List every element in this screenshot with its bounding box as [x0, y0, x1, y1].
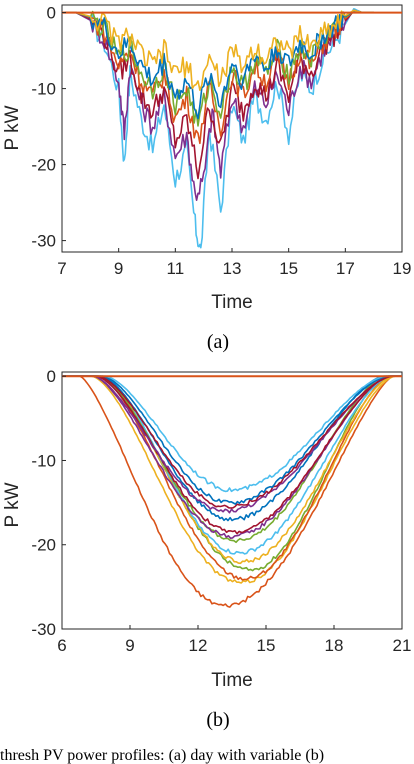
x-tick-label-a-4: 15 [279, 259, 298, 278]
x-tick-label-b-5: 21 [393, 636, 412, 655]
figure-caption-fragment: thresh PV power profiles: (a) day with v… [0, 747, 324, 764]
x-tick-label-a-6: 19 [393, 259, 412, 278]
x-tick-label-a-5: 17 [336, 259, 355, 278]
series-a-6 [64, 9, 374, 91]
series-b-8 [62, 375, 402, 535]
series-b-5 [62, 375, 402, 555]
y-tick-label-a-2: -20 [31, 156, 56, 175]
caption-a: (a) [207, 331, 229, 353]
series-group-a [64, 8, 374, 249]
x-tick-label-a-2: 11 [167, 259, 185, 278]
chart-panel-b: 6 9 12 15 18 21 0 -10 -20 -30 Time P kW (b) [2, 367, 411, 731]
series-b-2 [62, 375, 402, 581]
x-tick-label-b-1: 9 [125, 636, 134, 655]
y-tick-label-b-1: -10 [31, 451, 56, 470]
ticks-a: 7 9 11 13 15 17 19 0 -10 -20 -30 [31, 4, 411, 278]
ticks-b: 6 9 12 15 18 21 0 -10 -20 -30 [31, 367, 411, 655]
series-b-10 [62, 375, 402, 514]
y-tick-label-a-3: -30 [31, 232, 56, 251]
y-tick-label-a-0: 0 [47, 4, 56, 23]
series-b-13 [62, 375, 402, 493]
y-tick-label-b-0: 0 [47, 367, 56, 386]
x-tick-label-a-0: 7 [57, 259, 66, 278]
series-b-1 [62, 375, 402, 584]
series-b-12 [62, 375, 402, 505]
y-axis-label-b: P kW [2, 482, 23, 527]
x-tick-label-b-2: 12 [189, 636, 208, 655]
x-tick-label-a-3: 13 [223, 259, 242, 278]
series-b-11 [62, 375, 402, 509]
x-tick-label-b-4: 18 [325, 636, 344, 655]
x-tick-label-b-0: 6 [57, 636, 66, 655]
x-axis-label-b: Time [211, 670, 253, 691]
y-tick-label-b-2: -20 [31, 536, 56, 555]
chart-panel-a: 7 9 11 13 15 17 19 0 -10 -20 -30 Time P kW (a) [2, 4, 411, 353]
y-tick-label-b-3: -30 [31, 620, 56, 639]
x-tick-label-a-1: 9 [114, 259, 123, 278]
series-group-b [62, 375, 402, 608]
x-tick-label-b-3: 15 [257, 636, 276, 655]
x-axis-label-a: Time [211, 292, 253, 313]
y-axis-label-a: P kW [2, 105, 23, 150]
series-b-0 [62, 375, 402, 608]
plot-frame-b [61, 371, 403, 630]
caption-b: (b) [206, 709, 229, 731]
y-tick-label-a-1: -10 [31, 80, 56, 99]
